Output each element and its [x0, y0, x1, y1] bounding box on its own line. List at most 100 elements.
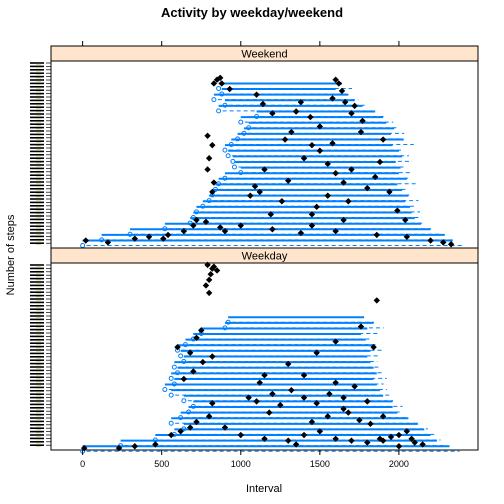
point [292, 441, 300, 448]
point [324, 413, 331, 420]
point [256, 379, 263, 386]
point [261, 372, 268, 379]
strip-label-weekend: Weekend [241, 49, 287, 61]
point [364, 184, 371, 192]
point [332, 435, 339, 442]
point [204, 166, 211, 173]
point [348, 437, 355, 444]
point [340, 405, 347, 413]
segment-endpoint [222, 102, 228, 108]
segment-endpoint [162, 387, 168, 393]
point [308, 222, 316, 229]
point [253, 91, 260, 98]
segment-endpoint [241, 130, 247, 136]
segment-endpoint [200, 203, 206, 209]
point [269, 226, 276, 233]
point [164, 231, 172, 239]
point [281, 136, 289, 143]
panel-weekday: Weekday [50, 247, 479, 454]
segment-endpoint [225, 153, 231, 159]
point [202, 282, 210, 289]
point [348, 110, 355, 117]
point [269, 110, 276, 117]
segment-endpoint [181, 426, 187, 432]
segment-endpoint [222, 175, 228, 181]
point [288, 386, 295, 394]
segment-endpoint [246, 125, 252, 131]
segment-endpoint [162, 226, 168, 232]
point [217, 224, 224, 231]
point [198, 327, 205, 334]
y-axis-label: Number of steps [5, 214, 17, 295]
segment-endpoint [171, 381, 177, 387]
point [332, 379, 339, 386]
point [300, 431, 308, 439]
point [335, 80, 343, 87]
point [356, 416, 363, 424]
points-weekday [81, 261, 426, 452]
point [256, 188, 263, 196]
point [261, 435, 268, 442]
point [345, 198, 352, 205]
point [237, 431, 244, 439]
point [82, 237, 89, 244]
point [313, 349, 320, 356]
point [332, 170, 339, 177]
segment-endpoint [238, 119, 244, 125]
point [376, 435, 384, 442]
point [379, 136, 387, 143]
point [340, 179, 347, 186]
point [373, 297, 380, 304]
segment-endpoint [216, 181, 222, 187]
x-axis-label: Interval [246, 483, 282, 495]
segments-weekday [80, 316, 460, 454]
point [357, 128, 365, 136]
segment-endpoint [178, 353, 184, 359]
point [324, 160, 331, 168]
point [266, 409, 273, 416]
point [245, 394, 252, 401]
point [440, 239, 447, 246]
point [367, 420, 374, 428]
point [308, 211, 316, 218]
point [277, 401, 284, 409]
point [387, 433, 395, 441]
point [326, 390, 333, 398]
segment-endpoint [168, 392, 174, 398]
segment-endpoint [230, 158, 236, 164]
segment-endpoint [219, 91, 225, 97]
segment-endpoint [235, 136, 241, 142]
point [269, 390, 276, 398]
segment-endpoint [127, 231, 133, 237]
point [419, 441, 426, 448]
point [403, 233, 411, 240]
point [351, 383, 358, 390]
segment-endpoint [222, 325, 228, 331]
point [345, 409, 352, 416]
point [332, 338, 339, 345]
segment-endpoint [178, 415, 184, 421]
point [167, 431, 175, 439]
point [205, 155, 213, 162]
segment-endpoint [181, 359, 187, 364]
point [351, 102, 358, 110]
point [411, 439, 418, 446]
segment-endpoint [187, 220, 193, 226]
point [402, 216, 409, 224]
point [217, 74, 224, 82]
point [174, 343, 181, 351]
point [447, 241, 455, 248]
x-tick-label: 2000 [389, 459, 409, 469]
segments-weekend [80, 82, 463, 249]
point [340, 216, 347, 224]
point [131, 443, 139, 450]
point [251, 183, 259, 190]
point [357, 323, 365, 330]
point [313, 400, 320, 407]
point [376, 158, 384, 166]
point [186, 349, 194, 356]
point [131, 235, 139, 242]
segment-endpoint [231, 164, 237, 170]
segment-endpoint [193, 209, 199, 215]
